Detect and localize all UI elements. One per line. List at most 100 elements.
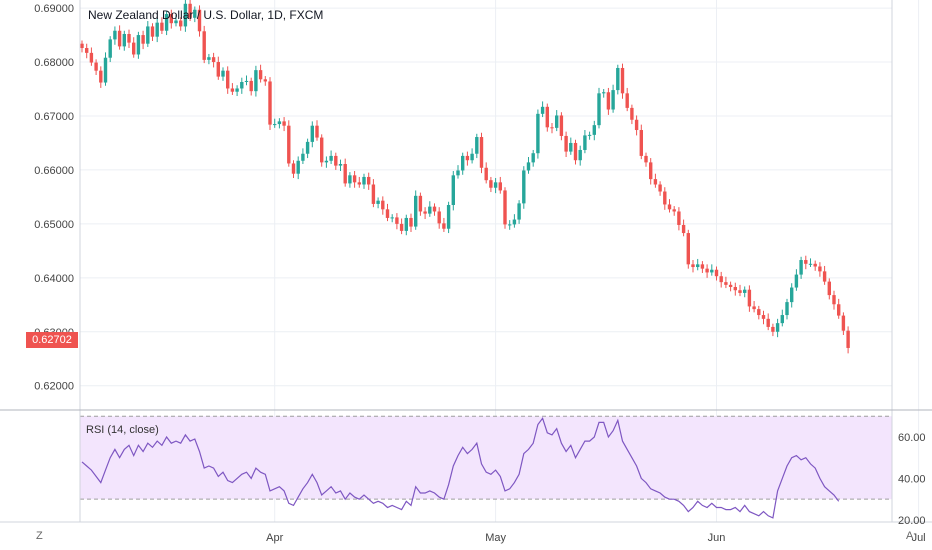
candle [287, 120, 291, 167]
candle [649, 158, 653, 185]
candle [296, 156, 300, 180]
candle [437, 207, 441, 229]
candle [329, 150, 333, 164]
candle [348, 172, 352, 188]
candle [352, 171, 357, 188]
axes [0, 0, 932, 523]
candle [155, 18, 159, 43]
rsi-tick-label: 20.00 [898, 515, 926, 527]
rsi-indicator-label[interactable]: RSI (14, close) [86, 424, 159, 436]
candle [677, 207, 681, 231]
candle [367, 172, 371, 190]
candle [268, 77, 272, 131]
candle [343, 158, 347, 187]
candle [771, 323, 775, 337]
candle [738, 284, 742, 297]
candle [757, 305, 761, 320]
candle [832, 290, 836, 310]
candle [653, 173, 658, 188]
candle [230, 83, 235, 95]
candle [808, 258, 813, 268]
candle [334, 152, 338, 170]
time-tick-label: Jul [912, 532, 926, 544]
candle [174, 15, 178, 27]
time-tick-label: May [485, 532, 506, 544]
time-tick-label: Jun [708, 532, 726, 544]
candle [320, 134, 324, 167]
candle [799, 256, 803, 279]
candle [583, 130, 587, 154]
candle [216, 56, 220, 80]
candle [315, 120, 319, 141]
time-axis-ticks: AprMayJunJulAugSepOct [266, 532, 926, 544]
candle [700, 261, 705, 273]
candle [141, 30, 145, 50]
candle [85, 43, 89, 59]
candle [606, 87, 611, 115]
rsi-band [80, 416, 892, 500]
candle [508, 220, 512, 230]
candle [794, 269, 799, 291]
candle [822, 265, 827, 285]
candle [423, 207, 427, 220]
price-tick-label: 0.66000 [34, 165, 74, 177]
rsi-tick-label: 60.00 [898, 432, 926, 444]
candle [837, 298, 841, 319]
price-tick-label: 0.68000 [34, 57, 74, 69]
candle [780, 309, 784, 327]
candle [578, 145, 582, 166]
candle [428, 201, 432, 217]
candle [371, 179, 376, 208]
candle [301, 148, 305, 164]
chart-title: New Zealand Dollar / U.S. Dollar, 1D, FX… [88, 8, 324, 22]
candle [240, 77, 244, 94]
candle [790, 283, 794, 308]
candle [160, 17, 164, 34]
candle [526, 156, 531, 174]
candle [80, 40, 84, 53]
candle [672, 206, 676, 216]
candle [103, 52, 108, 86]
candle [620, 63, 625, 99]
price-tick-label: 0.65000 [34, 219, 74, 231]
candle [761, 310, 766, 325]
candle [841, 312, 846, 336]
candle [197, 5, 202, 37]
candle [766, 313, 770, 331]
rsi-tick-label: 40.00 [898, 473, 926, 485]
candle [827, 278, 831, 300]
candle [804, 255, 808, 270]
candle [193, 6, 197, 23]
candle [179, 17, 183, 31]
price-tick-label: 0.67000 [34, 111, 74, 123]
candle [244, 75, 249, 86]
auto-scale-icon[interactable]: A [906, 530, 914, 542]
candle [644, 152, 648, 167]
candle [550, 123, 554, 134]
candle [94, 59, 98, 75]
candle [310, 121, 314, 148]
rsi-band-lines [80, 415, 892, 500]
candle [263, 76, 267, 86]
candle [202, 25, 206, 64]
candle [470, 148, 474, 164]
candle [254, 65, 258, 97]
candle [602, 89, 606, 98]
timezone-icon[interactable]: Z [36, 530, 43, 542]
candle [705, 264, 709, 278]
candle [813, 260, 817, 271]
price-tick-label: 0.62000 [34, 381, 74, 393]
candle [451, 171, 455, 211]
candle [277, 118, 282, 129]
candle [127, 29, 131, 49]
candle [719, 271, 723, 288]
candle [150, 23, 155, 41]
candle [540, 101, 545, 118]
candle [324, 156, 329, 168]
candle [357, 176, 361, 188]
candle [99, 66, 103, 88]
candle [136, 31, 141, 59]
candle [681, 219, 686, 237]
candle [592, 120, 596, 141]
candle [710, 264, 714, 276]
